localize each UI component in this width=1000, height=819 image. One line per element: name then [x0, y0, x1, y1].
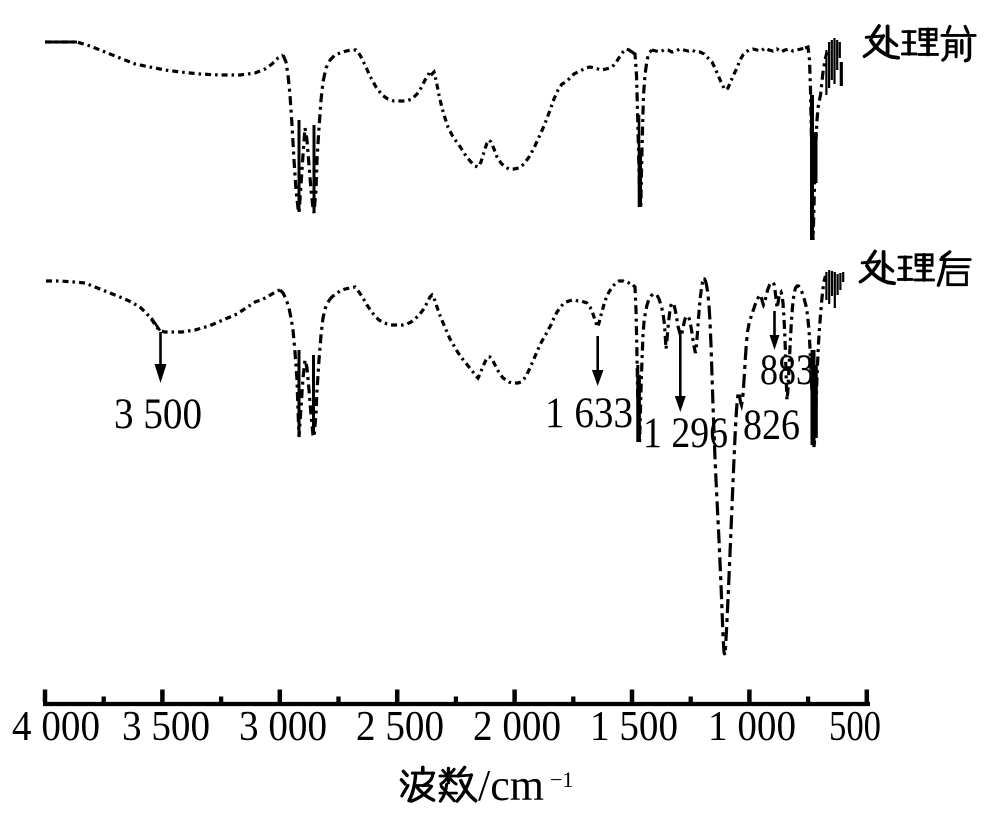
svg-text:883: 883: [760, 347, 814, 394]
svg-text:500: 500: [829, 704, 881, 750]
svg-text:/cm: /cm: [478, 761, 544, 810]
svg-text:3 000: 3 000: [239, 704, 327, 750]
svg-text:3 500: 3 500: [122, 704, 210, 750]
svg-text:3 500: 3 500: [114, 391, 202, 438]
svg-text:826: 826: [743, 402, 800, 449]
svg-text:1 296: 1 296: [643, 410, 728, 457]
svg-text:1 633: 1 633: [545, 390, 633, 437]
svg-text:4 000: 4 000: [12, 704, 100, 750]
svg-text:2 500: 2 500: [356, 704, 444, 750]
svg-text:1 500: 1 500: [590, 704, 678, 750]
svg-text:−1: −1: [550, 767, 573, 792]
svg-text:2 000: 2 000: [473, 704, 561, 750]
svg-text:1 000: 1 000: [708, 704, 796, 750]
